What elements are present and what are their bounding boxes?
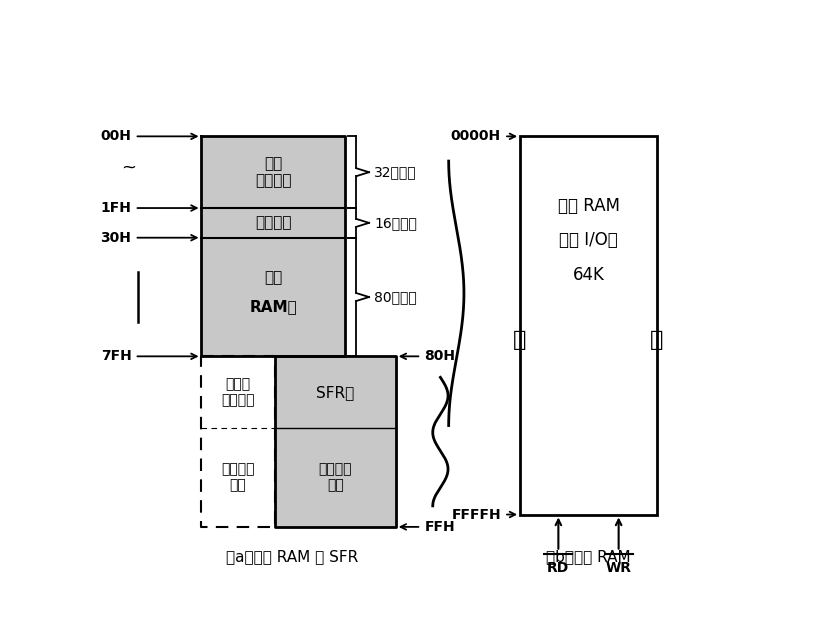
Text: 30H: 30H	[100, 230, 132, 245]
Text: 7FH: 7FH	[100, 349, 132, 363]
Text: 通用: 通用	[264, 270, 282, 285]
Text: 64K: 64K	[573, 266, 604, 284]
Text: ~: ~	[121, 159, 136, 177]
Text: 外部 RAM: 外部 RAM	[557, 196, 620, 214]
Text: 位寻址区: 位寻址区	[255, 215, 292, 230]
Text: 间接寻址
访问: 间接寻址 访问	[221, 462, 255, 492]
Text: （b）外部 RAM: （b）外部 RAM	[546, 549, 630, 564]
Text: SFR区: SFR区	[316, 385, 354, 400]
Text: ～: ～	[513, 330, 527, 351]
Bar	[520, 136, 657, 514]
Text: 直接寻址
访问: 直接寻址 访问	[318, 462, 352, 492]
Text: RAM区: RAM区	[249, 299, 297, 315]
Bar	[275, 356, 396, 527]
Bar	[201, 356, 275, 527]
Text: 00H: 00H	[100, 129, 132, 143]
Text: WR: WR	[606, 560, 631, 575]
Text: （a）内部 RAM 及 SFR: （a）内部 RAM 及 SFR	[226, 549, 358, 564]
Text: 32个字节: 32个字节	[374, 165, 417, 179]
Text: 0000H: 0000H	[450, 129, 501, 143]
Text: FFH: FFH	[424, 520, 455, 534]
Text: 80H: 80H	[424, 349, 455, 363]
Text: ～: ～	[650, 330, 663, 351]
Bar	[201, 136, 345, 356]
Text: （或 I/O）: （或 I/O）	[559, 231, 618, 249]
Text: 工作
寄存器区: 工作 寄存器区	[255, 156, 292, 188]
Text: 1FH: 1FH	[100, 201, 132, 215]
Text: FFFFH: FFFFH	[451, 508, 501, 521]
Text: 80个字节: 80个字节	[374, 290, 417, 304]
Text: RD: RD	[547, 560, 570, 575]
Text: 增强型
附加空间: 增强型 附加空间	[221, 377, 255, 407]
Text: 16个字节: 16个字节	[374, 216, 417, 230]
